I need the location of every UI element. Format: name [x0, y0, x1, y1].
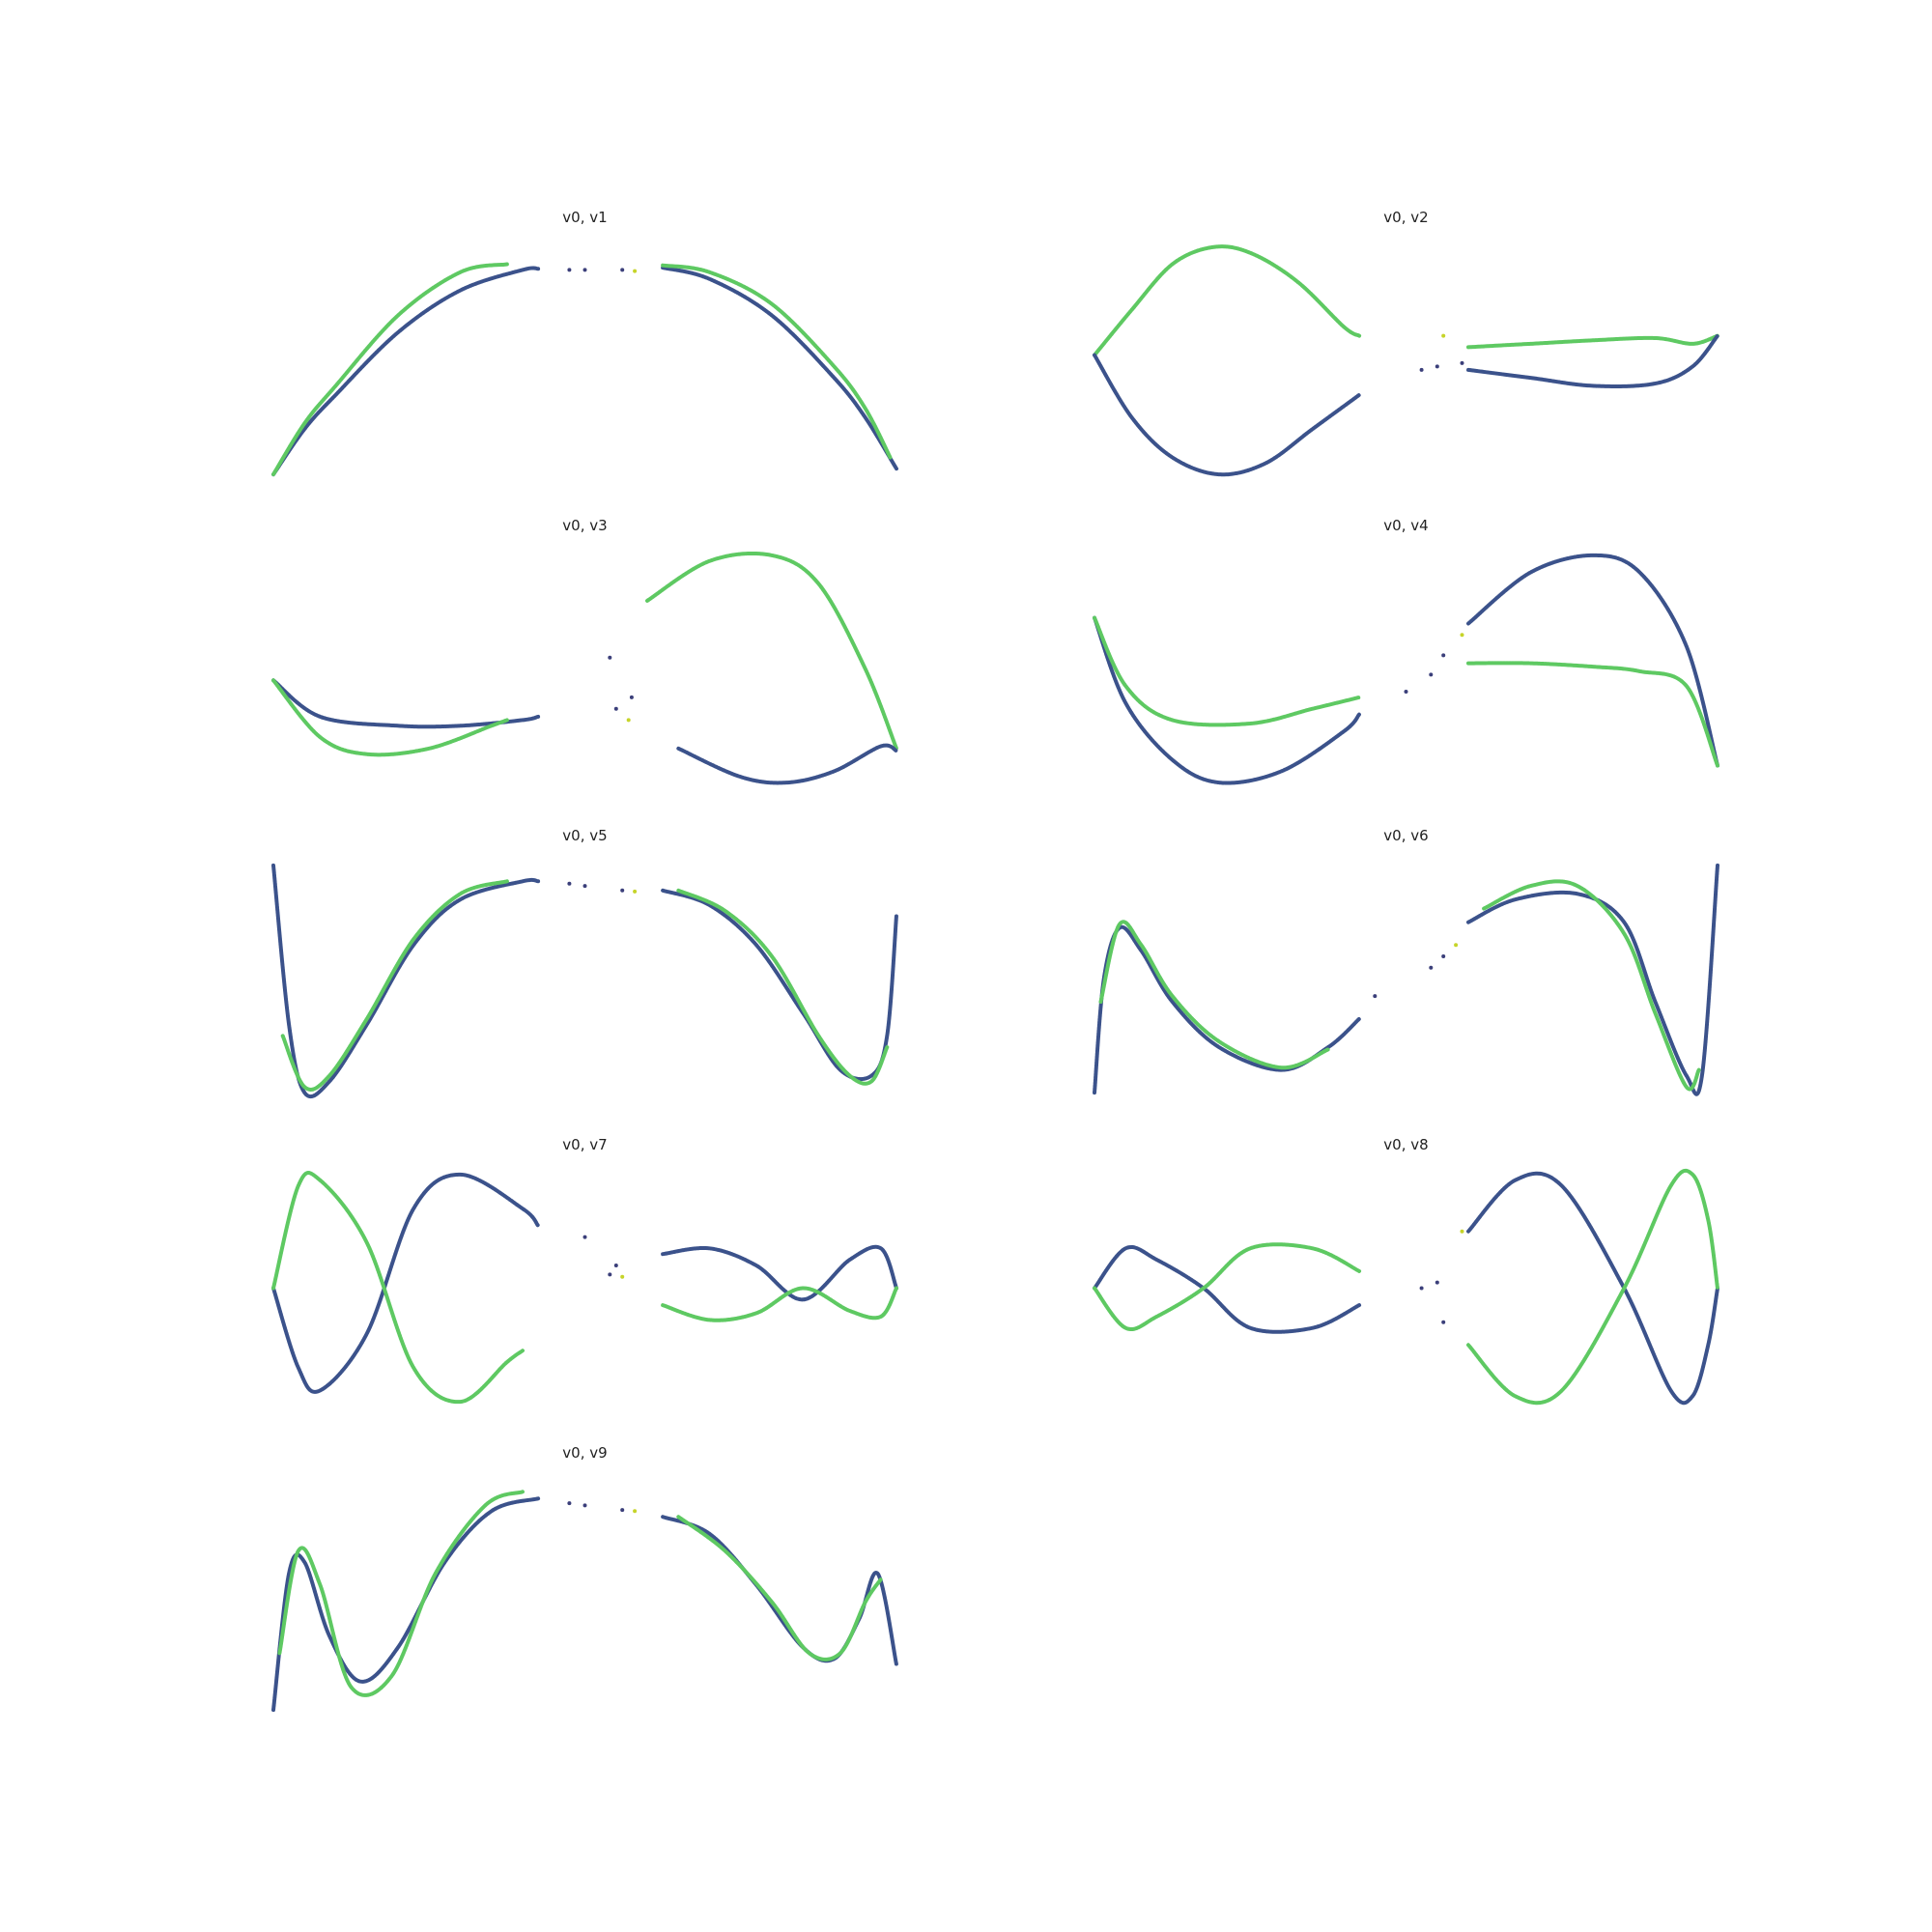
scatter-point [1441, 1320, 1446, 1324]
panel-v0-v8: v0, v8 [1093, 1136, 1719, 1406]
scatter-point [613, 706, 618, 711]
panel-v0-v9: v0, v9 [271, 1444, 898, 1713]
series-curve-right-lower [676, 743, 898, 785]
series-curve-left-upper [271, 678, 509, 757]
panel-title: v0, v4 [1383, 517, 1428, 534]
series-curve-lower [271, 266, 541, 477]
scatter-point [582, 884, 587, 889]
scatter-point [1373, 994, 1378, 999]
scatter-point [1404, 690, 1408, 694]
panel-title: v0, v8 [1383, 1136, 1428, 1153]
scatter-point [620, 888, 625, 893]
series-curve-left-upper [1093, 615, 1362, 727]
scatter-point [1460, 633, 1464, 638]
scatter-point [567, 881, 572, 886]
series-curve-right-b [1466, 1168, 1719, 1406]
scatter-point [620, 1508, 625, 1513]
series-curve-left-a [271, 1172, 541, 1394]
scatter-point [1441, 333, 1446, 338]
scatter-point [608, 655, 612, 660]
scatter-point [626, 718, 631, 723]
series-curve-right-upper [1466, 333, 1719, 350]
series-curve-right-upper [1466, 553, 1719, 768]
panel-v0-v2: v0, v2 [1093, 209, 1719, 477]
series-curve-left-b [1093, 1242, 1362, 1331]
series-curve-right-alt [1482, 879, 1701, 1092]
scatter-point [620, 1274, 625, 1279]
panel-v0-v4: v0, v4 [1093, 517, 1719, 785]
series-curve-left [271, 863, 541, 1099]
series-curve-right-lower [1466, 661, 1719, 768]
series-curve-right-upper [645, 551, 898, 751]
series-curve-left-alt [280, 879, 509, 1092]
scatter-point [1435, 1280, 1439, 1285]
series-curve-left [271, 1496, 541, 1713]
scatter-point [1460, 1229, 1464, 1234]
scatter-point [1429, 672, 1434, 677]
series-curve-left-b [271, 1171, 525, 1405]
panel-title: v0, v3 [562, 517, 607, 534]
scatter-point [582, 1235, 587, 1239]
series-curve-right-lower [661, 266, 898, 471]
panel-title: v0, v5 [562, 827, 607, 844]
panel-v0-v1: v0, v1 [271, 209, 898, 477]
series-curve-right-a [661, 1244, 898, 1302]
series-curve-upper [271, 262, 509, 477]
series-curve-left-lower [1093, 615, 1362, 785]
series-curve-right-b [661, 1286, 898, 1322]
panels: v0, v1 v0, v2 v0, v3 v0, v4 v0, v5 v0, v6 v0, … [271, 209, 1719, 1713]
scatter-point [620, 268, 625, 272]
scatter-point [582, 1503, 587, 1508]
scatter-point [633, 269, 638, 273]
panel-title: v0, v1 [562, 209, 607, 226]
series-curve-left-lower [271, 678, 541, 729]
panel-title: v0, v9 [562, 1444, 607, 1462]
series-curve-right-a [1466, 1171, 1719, 1406]
scatter-point [567, 1501, 572, 1506]
series-curve-left-upper [1093, 244, 1362, 357]
panel-v0-v5: v0, v5 [271, 827, 898, 1099]
panel-title: v0, v6 [1383, 827, 1428, 844]
panel-v0-v6: v0, v6 [1093, 827, 1719, 1096]
panel-title: v0, v2 [1383, 209, 1428, 226]
scatter-point [1429, 965, 1434, 970]
series-curve-right [1466, 863, 1719, 1096]
scatter-point [608, 1272, 612, 1277]
series-curve-left-alt [277, 1490, 525, 1697]
scatter-point [629, 695, 634, 699]
scatter-point [1419, 1286, 1424, 1291]
series-curve-left-alt [1098, 920, 1330, 1070]
scatter-point [1435, 364, 1439, 369]
scatter-point [1419, 367, 1424, 372]
scatter-point [1454, 943, 1459, 948]
scatter-point [633, 1509, 638, 1514]
scatter-point [582, 268, 587, 272]
panel-v0-v7: v0, v7 [271, 1136, 898, 1405]
panel-v0-v3: v0, v3 [271, 517, 898, 785]
scatter-point [1441, 653, 1446, 658]
scatter-point [1441, 954, 1446, 958]
series-curve-right-lower [1466, 333, 1719, 388]
scatter-point [567, 268, 572, 272]
scatter-point [613, 1264, 618, 1267]
series-curve-left-lower [1093, 353, 1362, 477]
series-curve-right [661, 1515, 898, 1667]
series-curve-left-a [1093, 1245, 1362, 1334]
series-curve-right-alt [676, 888, 890, 1086]
scatter-point [1460, 360, 1464, 365]
series-curve-right-upper [661, 263, 893, 460]
series-curve-right [661, 888, 898, 1082]
series-curve-right-alt [676, 1515, 883, 1662]
scatter-point [633, 889, 638, 894]
series-curve-left [1093, 924, 1362, 1095]
panel-title: v0, v7 [562, 1136, 607, 1153]
